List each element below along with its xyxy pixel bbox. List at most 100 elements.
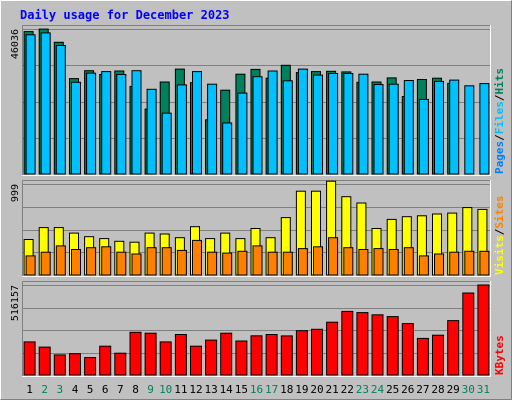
bar-sites-day-30 [464,250,475,276]
x-tick-label-day-25: 25 [386,383,399,396]
x-tick-label-day-18: 18 [280,383,293,396]
x-tick-label-day-6: 6 [102,383,109,396]
x-tick-label-day-2: 2 [41,383,48,396]
y-max-label: 999 [10,184,21,202]
bar-kbytes-day-4 [69,353,81,376]
series-sites [25,237,490,276]
bar-sites-day-22 [343,247,354,276]
bar-kbytes-day-6 [99,345,112,376]
bar-files-day-7 [116,74,127,175]
bar-files-day-16 [252,76,263,175]
bar-files-day-24 [373,84,384,175]
bar-kbytes-day-22 [341,310,354,376]
x-tick-label-day-3: 3 [56,383,63,396]
legend-pages-files-hits: Pages/Files/Hits [493,68,506,174]
bar-files-day-31 [479,83,490,175]
bar-kbytes-day-3 [53,354,66,376]
bar-sites-day-25 [388,249,399,276]
bar-files-day-27 [418,98,429,175]
bar-files-day-11 [176,84,187,175]
bar-files-day-10 [161,112,172,175]
x-tick-label-day-31: 31 [477,383,490,396]
bar-kbytes-day-31 [477,284,490,376]
legend-item-hits: Hits [493,68,506,95]
bar-sites-day-15 [237,250,248,276]
bar-files-day-26 [403,80,414,175]
x-tick-label-day-24: 24 [371,383,385,396]
y-max-label: 46036 [10,29,21,59]
panel-visits-sites: 999 Visits/Sites [10,180,506,277]
bar-kbytes-day-7 [114,352,127,376]
bar-sites-day-14 [222,252,233,276]
bar-files-day-9 [146,88,157,175]
bar-kbytes-day-13 [205,339,218,376]
x-tick-label-day-16: 16 [250,383,263,396]
bar-sites-day-16 [252,245,263,276]
bar-kbytes-day-19 [295,330,308,376]
bar-sites-day-20 [313,246,323,276]
bar-files-day-15 [237,92,248,175]
x-tick-label-day-12: 12 [189,383,202,396]
bar-sites-day-1 [25,255,36,276]
x-tick-label-day-22: 22 [341,383,354,396]
bar-files-day-4 [71,81,81,175]
bar-sites-day-5 [86,247,97,276]
bar-sites-day-4 [71,249,81,276]
legend-item-kbytes: KBytes [493,335,506,375]
bar-files-day-30 [464,85,475,175]
bar-files-day-13 [207,83,218,175]
legend-item-visits: Visits [493,235,506,275]
panel-kbytes: 516157 KBytes [10,281,506,377]
bar-sites-day-29 [449,251,460,276]
bar-files-day-1 [25,34,36,175]
x-tick-label-day-17: 17 [265,383,278,396]
bar-kbytes-day-25 [386,316,399,376]
bar-sites-day-3 [55,245,66,276]
bar-kbytes-day-29 [447,320,460,376]
x-tick-label-day-9: 9 [147,383,154,396]
bar-sites-day-26 [403,247,414,276]
bar-kbytes-day-1 [23,341,36,376]
x-tick-label-day-4: 4 [72,383,79,396]
bar-kbytes-day-11 [174,334,187,376]
legend-separator: / [493,134,506,141]
bar-files-day-3 [55,45,66,175]
bar-sites-day-8 [131,253,142,276]
bar-files-day-8 [131,70,142,175]
bar-kbytes-day-16 [250,335,263,376]
bar-sites-day-10 [161,247,172,276]
x-tick-label-day-15: 15 [235,383,248,396]
bar-files-day-25 [388,83,399,175]
bar-files-day-29 [449,79,460,175]
bar-sites-day-31 [479,250,490,276]
bar-kbytes-day-15 [235,340,248,376]
y-max-label: 516157 [10,285,21,321]
x-tick-label-day-20: 20 [310,383,323,396]
bar-kbytes-day-26 [401,323,414,376]
x-tick-label-day-8: 8 [132,383,139,396]
bar-kbytes-day-14 [220,332,233,376]
bar-kbytes-day-8 [129,331,142,376]
legend-separator: / [493,94,506,101]
x-tick-label-day-13: 13 [204,383,217,396]
legend-item-files: Files [493,101,506,134]
bar-sites-day-7 [116,251,127,276]
x-tick-label-day-21: 21 [325,383,338,396]
bar-sites-day-19 [297,248,308,276]
x-tick-label-day-5: 5 [87,383,94,396]
legend-separator: / [493,228,506,235]
x-tick-label-day-1: 1 [26,383,33,396]
bar-files-day-21 [328,73,339,175]
bar-files-day-14 [222,122,233,175]
bar-kbytes-day-21 [326,321,339,376]
x-tick-label-day-7: 7 [117,383,124,396]
bar-sites-day-11 [176,249,187,276]
bar-files-day-6 [101,71,112,175]
bar-sites-day-24 [373,248,384,276]
bar-kbytes-day-30 [462,292,475,376]
legend-visits-sites: Visits/Sites [493,196,506,276]
bar-sites-day-21 [328,237,339,276]
bar-sites-day-6 [101,246,112,276]
bar-kbytes-day-10 [159,341,172,376]
